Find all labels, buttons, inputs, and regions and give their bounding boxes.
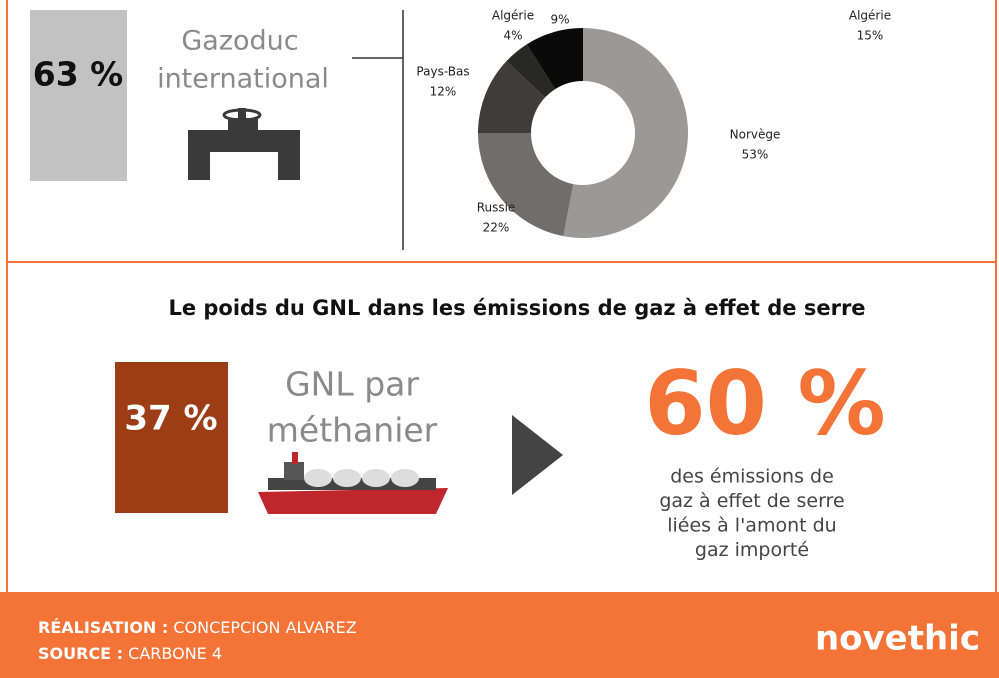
fragment-value: 15% <box>857 29 884 43</box>
donut-segment <box>478 61 546 133</box>
credit-label: RÉALISATION : <box>38 618 168 637</box>
segment-label: Algérie <box>492 9 534 23</box>
segment-value: 53% <box>742 148 769 162</box>
lng-label: méthanier <box>267 411 438 450</box>
pipeline-label: Gazoduc <box>181 26 298 57</box>
caption-line: gaz à effet de serre <box>659 490 844 512</box>
source-name: CARBONE 4 <box>128 644 222 663</box>
footer <box>0 592 999 678</box>
share-box <box>30 10 127 181</box>
donut-segment <box>478 133 574 237</box>
donut-chart: Norvège 53% Russie 22% Pays-Bas 12% Algérie 4% 9… <box>416 9 780 238</box>
segment-value: 4% <box>503 29 522 43</box>
section-title: Le poids du GNL dans les émissions de ga… <box>168 296 865 320</box>
credit-name: CONCEPCION ALVAREZ <box>173 618 356 637</box>
donut-segment <box>506 44 556 98</box>
segment-value: 12% <box>430 85 457 99</box>
source-label: SOURCE : <box>38 644 123 663</box>
share-text: 63 % <box>33 55 123 94</box>
source: SOURCE : CARBONE 4 <box>38 644 222 663</box>
segment-label: Pays-Bas <box>416 65 469 79</box>
arrow <box>512 415 563 495</box>
segment-label: Russie <box>477 201 516 215</box>
caption-line: des émissions de <box>670 466 834 488</box>
pipeline-label: international <box>157 64 329 95</box>
pipe-icon <box>188 108 300 180</box>
ship-icon <box>258 452 448 514</box>
segment-value: 9% <box>550 13 569 27</box>
logo: novethic <box>815 619 980 659</box>
credit: RÉALISATION : CONCEPCION ALVAREZ <box>38 618 357 637</box>
big-number: 60 % <box>644 352 885 455</box>
share-text: 37 % <box>124 399 217 439</box>
segment-label: Norvège <box>730 128 781 142</box>
segment-value: 22% <box>483 221 510 235</box>
donut-segment <box>563 28 688 238</box>
caption-line: liées à l'amont du <box>667 515 836 537</box>
lng-label: GNL par <box>285 365 419 404</box>
fragment-label: Algérie <box>849 9 891 23</box>
share-box <box>115 362 228 513</box>
donut-segment <box>526 28 583 90</box>
caption-line: gaz importé <box>695 539 809 561</box>
